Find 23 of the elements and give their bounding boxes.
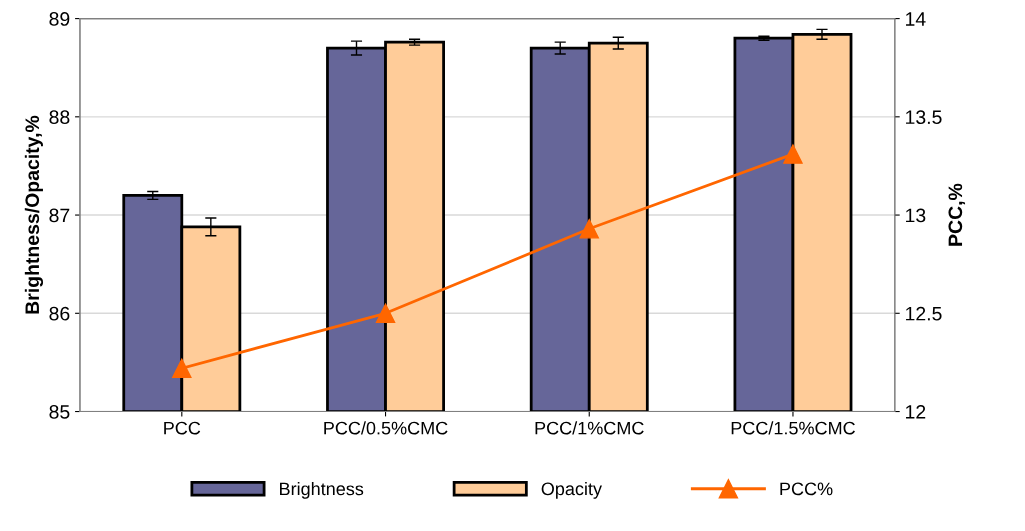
x-tick-label: PCC/0.5%CMC (324, 421, 448, 435)
y2-tick-label: 12.5 (906, 306, 942, 321)
y2-tick-label: 13 (906, 208, 926, 223)
point (172, 358, 192, 379)
legend-label: Brightness (280, 481, 364, 499)
x-tick-label: PCC (164, 421, 201, 435)
point (375, 303, 396, 324)
y-tick-label: 85 (49, 404, 70, 419)
legend-label: Opacity (541, 481, 602, 499)
y2-tick-label: 14 (906, 12, 926, 26)
y-tick-label: 88 (49, 110, 70, 125)
y-tick-label: 86 (49, 306, 70, 321)
point (783, 144, 803, 164)
y2-tick-label: 13.5 (906, 110, 942, 125)
y-tick-label: 89 (49, 12, 70, 26)
y-tick-label: 87 (49, 208, 70, 223)
x-tick-label: PCC/1%CMC (535, 421, 644, 435)
x-tick-label: PCC/1.5%CMC (731, 421, 855, 435)
y2-tick-label: 12 (906, 404, 926, 419)
point (579, 219, 599, 239)
y2-axis-title: PCC,% (948, 183, 966, 246)
legend-label: PCC% (780, 482, 833, 496)
y-axis-title: Brightness/Opacity,% (24, 115, 44, 314)
